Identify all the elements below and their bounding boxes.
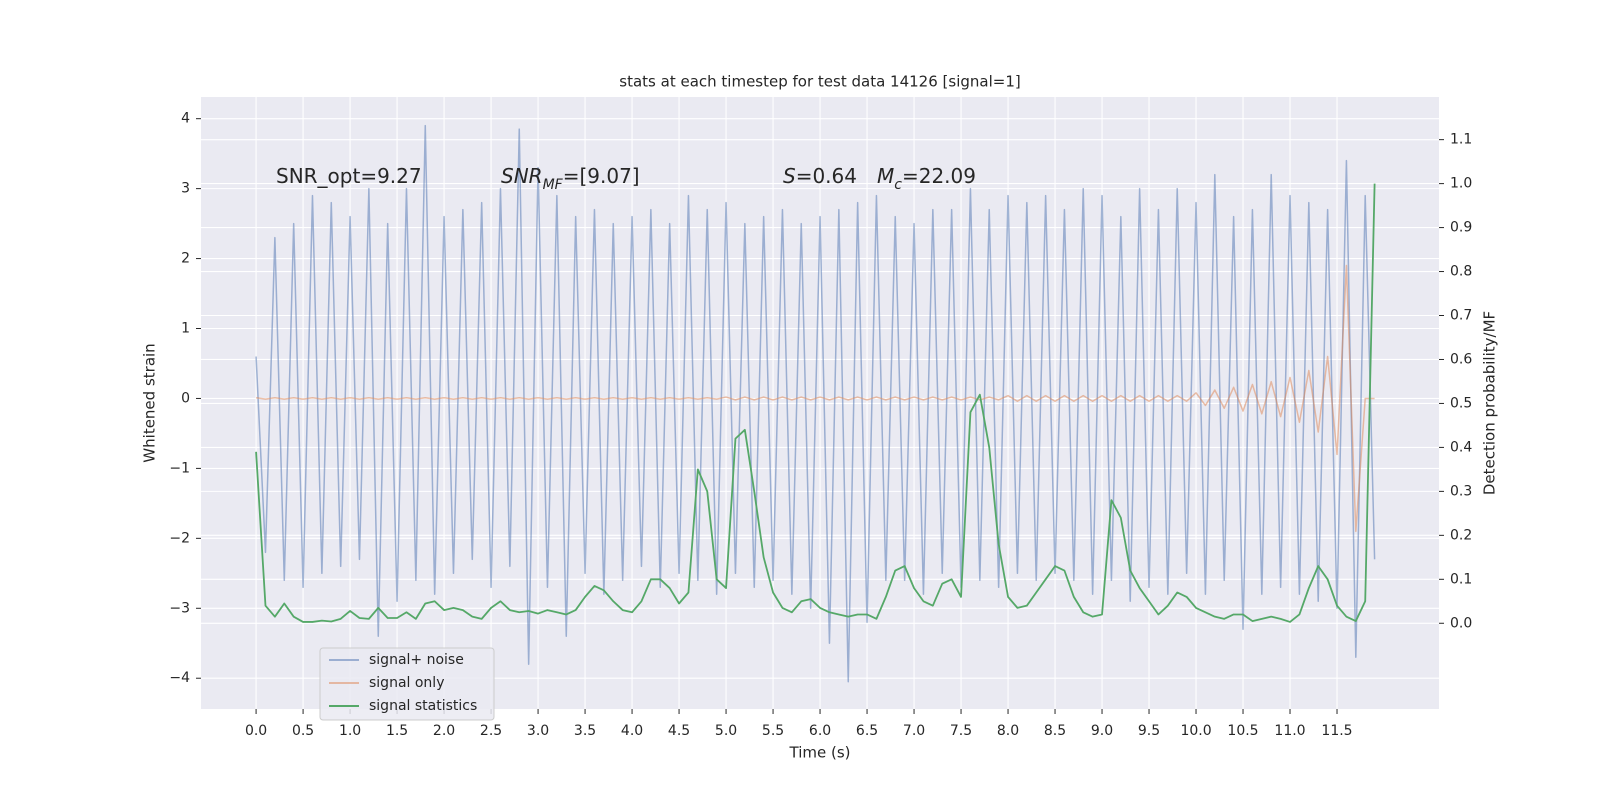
annotation: S=0.64 <box>783 164 857 188</box>
annotation: SNR_opt=9.27 <box>276 164 422 188</box>
x-tick-label: 3.5 <box>574 723 596 739</box>
y-tick-label: 0 <box>181 390 190 406</box>
y2-tick-label: 0.0 <box>1450 615 1472 631</box>
x-tick-label: 1.5 <box>386 723 408 739</box>
y-tick-label: −2 <box>169 530 190 546</box>
series-line <box>255 264 1375 533</box>
x-tick-label: 0.0 <box>245 723 267 739</box>
x-tick-label: 7.0 <box>903 723 925 739</box>
x-tick-label: 5.5 <box>762 723 784 739</box>
y-tick-label: −4 <box>169 670 190 686</box>
x-tick-label: 8.0 <box>997 723 1019 739</box>
y2-tick-label: 0.9 <box>1450 220 1472 236</box>
y-tick-label: −3 <box>169 600 190 616</box>
x-tick-label: 5.0 <box>715 723 737 739</box>
y-tick-label: 3 <box>181 181 190 197</box>
x-tick-label: 8.5 <box>1044 723 1066 739</box>
annotation-part: S <box>783 164 796 188</box>
series-line <box>255 124 1376 683</box>
x-tick-label: 4.5 <box>668 723 690 739</box>
y2-tick-label: 1.1 <box>1450 132 1472 148</box>
legend-label: signal statistics <box>369 698 477 714</box>
annotation-part: =[9.07] <box>563 164 640 188</box>
annotation-part: SNR <box>501 164 543 188</box>
x-tick-label: 11.0 <box>1274 723 1305 739</box>
annotation-part: MF <box>543 177 564 193</box>
y2-tick-label: 0.3 <box>1450 483 1472 499</box>
annotation: Mc=22.09 <box>877 164 976 194</box>
x-tick-label: 9.5 <box>1138 723 1160 739</box>
y2-axis-label: Detection probability/MF <box>1481 311 1499 495</box>
x-tick-label: 4.0 <box>621 723 643 739</box>
y2-tick-label: 1.0 <box>1450 176 1472 192</box>
chart-title: stats at each timestep for test data 141… <box>619 73 1020 91</box>
x-axis-label: Time (s) <box>789 744 851 762</box>
x-tick-label: 11.5 <box>1321 723 1352 739</box>
x-tick-label: 9.0 <box>1091 723 1113 739</box>
y2-tick-label: 0.8 <box>1450 264 1472 280</box>
x-tick-label: 0.5 <box>292 723 314 739</box>
x-tick-label: 10.5 <box>1227 723 1258 739</box>
annotation-part: SNR_opt=9.27 <box>276 164 422 188</box>
annotation: SNRMF=[9.07] <box>501 164 640 194</box>
annotation-part: =0.64 <box>796 164 857 188</box>
y-tick-label: −1 <box>169 460 190 476</box>
x-tick-label: 2.5 <box>480 723 502 739</box>
legend-box <box>319 647 495 721</box>
y2-tick-label: 0.2 <box>1450 527 1472 543</box>
x-tick-label: 3.0 <box>527 723 549 739</box>
y2-tick-label: 0.5 <box>1450 395 1472 411</box>
annotation-part: =22.09 <box>902 164 976 188</box>
x-tick-label: 7.5 <box>950 723 972 739</box>
annotation-part: c <box>894 177 902 193</box>
y-tick-label: 4 <box>181 111 190 127</box>
y2-tick-label: 0.7 <box>1450 308 1472 324</box>
legend-label: signal only <box>369 675 444 691</box>
y-axis-label: Whitened strain <box>141 343 159 462</box>
x-tick-label: 2.0 <box>433 723 455 739</box>
series-line <box>255 183 1376 623</box>
x-tick-label: 6.0 <box>809 723 831 739</box>
x-tick-label: 6.5 <box>856 723 878 739</box>
y2-tick-label: 0.6 <box>1450 351 1472 367</box>
annotation-part: M <box>877 164 894 188</box>
y-tick-label: 1 <box>181 321 190 337</box>
x-tick-label: 1.0 <box>339 723 361 739</box>
y2-tick-label: 0.4 <box>1450 439 1472 455</box>
y-tick-label: 2 <box>181 251 190 267</box>
y2-tick-label: 0.1 <box>1450 571 1472 587</box>
x-tick-label: 10.0 <box>1180 723 1211 739</box>
legend-label: signal+ noise <box>369 652 464 668</box>
